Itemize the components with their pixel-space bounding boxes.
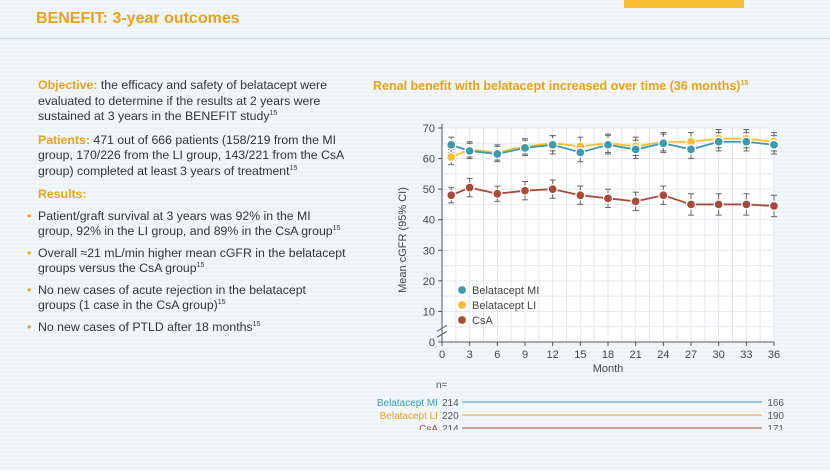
data-point [658, 138, 669, 149]
data-point [685, 144, 697, 155]
results-label: Results: [38, 187, 87, 201]
page-title: BENEFIT: 3-year outcomes [36, 10, 240, 27]
result-item: No new cases of PTLD after 18 months15 [26, 320, 346, 336]
x-tick-label: 15 [574, 349, 586, 361]
legend-marker [456, 314, 468, 326]
n-row-name: CsA [419, 424, 438, 430]
n-row-end: 166 [767, 398, 784, 409]
x-tick-label: 6 [494, 349, 500, 361]
data-point [464, 182, 475, 193]
patients-text: 471 out of 666 patients (158/219 from th… [38, 132, 344, 178]
y-tick-label: 10 [423, 306, 435, 318]
data-point [685, 199, 697, 210]
data-point [630, 196, 641, 207]
result-item: Overall ≈21 mL/min higher mean cGFR in t… [26, 246, 346, 277]
y-axis-label: Mean cGFR (95% CI) [397, 187, 409, 293]
objective-paragraph: Objective: the efficacy and safety of be… [38, 78, 346, 125]
title-bar: BENEFIT: 3-year outcomes [0, 0, 830, 39]
y-tick-label: 60 [423, 154, 435, 166]
accent-bar [624, 0, 744, 8]
n-row-name: Belatacept MI [377, 398, 438, 409]
x-tick-label: 24 [657, 349, 669, 361]
result-text: No new cases of PTLD after 18 months [38, 319, 253, 334]
data-point [575, 190, 586, 201]
left-column: Objective: the efficacy and safety of be… [26, 78, 346, 341]
x-tick-label: 3 [467, 349, 473, 361]
result-text: No new cases of acute rejection in the b… [38, 282, 306, 313]
data-point [492, 148, 503, 160]
data-point [492, 188, 503, 199]
objective-text: the efficacy and safety of belatacept we… [38, 78, 327, 123]
result-text: Overall ≈21 mL/min higher mean cGFR in t… [38, 245, 346, 276]
result-item: No new cases of acute rejection in the b… [26, 283, 346, 314]
y-tick-label: 70 [423, 123, 435, 135]
data-point [741, 136, 752, 147]
y-tick-label: 40 [423, 215, 435, 227]
objective-label: Objective: [38, 78, 98, 92]
x-tick-label: 18 [602, 349, 614, 361]
data-point [575, 147, 586, 158]
patients-label: Patients: [38, 132, 90, 147]
n-row-name: Belatacept LI [380, 411, 438, 422]
n-label: n= [436, 380, 448, 391]
x-tick-label: 36 [768, 349, 780, 361]
data-point [713, 136, 724, 147]
result-ref: 15 [196, 261, 205, 269]
y-tick-label: 50 [423, 184, 435, 196]
chart-heading: Renal benefit with belatacept increased … [373, 79, 748, 93]
axis-break-stroke [436, 324, 448, 332]
legend-label: Belatacept MI [472, 285, 539, 297]
data-point [519, 185, 531, 196]
legend-marker [456, 299, 468, 311]
data-point [741, 199, 752, 210]
results-list: Patient/graft survival at 3 years was 92… [26, 209, 346, 336]
data-point [602, 193, 614, 204]
data-point [547, 139, 558, 150]
n-row-start: 214 [442, 424, 459, 430]
x-tick-label: 12 [547, 349, 559, 361]
x-tick-label: 27 [685, 349, 697, 361]
n-row-start: 214 [442, 398, 459, 409]
data-point [446, 139, 457, 150]
legend-marker [456, 284, 468, 296]
x-tick-label: 9 [522, 349, 528, 361]
objective-ref: 15 [269, 109, 278, 117]
result-ref: 15 [332, 224, 341, 232]
x-tick-label: 0 [439, 349, 445, 361]
patients-ref: 15 [289, 164, 298, 172]
x-tick-label: 30 [713, 349, 725, 361]
axis-break-mark [436, 324, 448, 338]
data-point [446, 151, 457, 163]
result-ref: 15 [217, 298, 226, 306]
legend-label: CsA [472, 315, 493, 327]
data-point [658, 190, 669, 201]
result-text: Patient/graft survival at 3 years was 92… [38, 208, 333, 239]
result-item: Patient/graft survival at 3 years was 92… [26, 209, 346, 240]
x-tick-label: 21 [630, 349, 642, 361]
n-row-start: 220 [442, 411, 459, 422]
data-point [713, 199, 724, 210]
x-tick-label: 33 [740, 349, 752, 361]
patients-paragraph: Patients: 471 out of 666 patients (158/2… [38, 133, 346, 180]
n-row-end: 190 [767, 411, 784, 422]
chart-heading-text: Renal benefit with belatacept increased … [373, 79, 741, 93]
x-axis-label: Month [593, 363, 624, 375]
data-point [630, 144, 641, 155]
y-tick-label: 30 [423, 245, 435, 257]
result-ref: 15 [252, 320, 261, 328]
y-tick-label: 0 [429, 337, 435, 349]
data-point [768, 200, 780, 212]
legend-label: Belatacept LI [472, 300, 536, 312]
axis-break-stroke [436, 330, 448, 338]
data-point [602, 139, 614, 150]
data-point [519, 142, 531, 154]
chart-heading-ref: 15 [740, 79, 749, 87]
y-tick-label: 20 [423, 276, 435, 288]
n-row-end: 171 [767, 424, 784, 430]
data-point [768, 139, 780, 150]
data-point [446, 190, 457, 201]
data-point [547, 183, 558, 195]
data-point [464, 145, 475, 157]
